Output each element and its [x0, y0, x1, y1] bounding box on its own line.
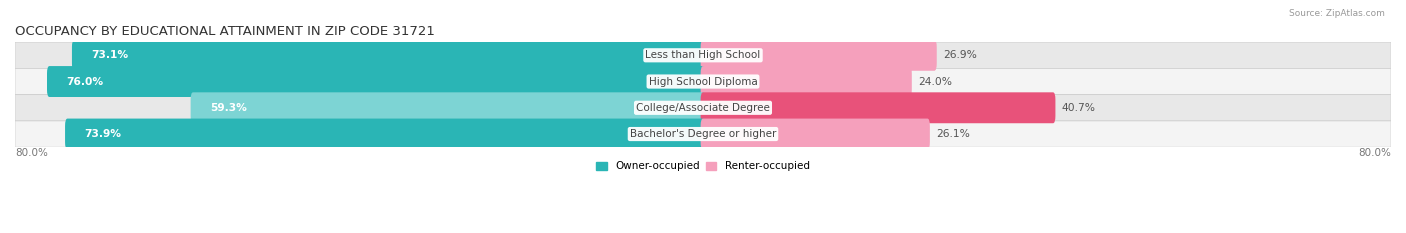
FancyBboxPatch shape: [15, 121, 1391, 147]
Text: 80.0%: 80.0%: [15, 148, 48, 158]
Text: 76.0%: 76.0%: [66, 76, 104, 86]
FancyBboxPatch shape: [700, 40, 936, 71]
Text: 80.0%: 80.0%: [1358, 148, 1391, 158]
Text: OCCUPANCY BY EDUCATIONAL ATTAINMENT IN ZIP CODE 31721: OCCUPANCY BY EDUCATIONAL ATTAINMENT IN Z…: [15, 25, 434, 38]
FancyBboxPatch shape: [191, 92, 706, 123]
Text: College/Associate Degree: College/Associate Degree: [636, 103, 770, 113]
Text: 24.0%: 24.0%: [918, 76, 952, 86]
Text: Source: ZipAtlas.com: Source: ZipAtlas.com: [1289, 9, 1385, 18]
FancyBboxPatch shape: [46, 66, 706, 97]
FancyBboxPatch shape: [700, 92, 1056, 123]
Text: 73.9%: 73.9%: [84, 129, 122, 139]
FancyBboxPatch shape: [72, 40, 706, 71]
FancyBboxPatch shape: [15, 42, 1391, 69]
Text: 26.9%: 26.9%: [943, 50, 977, 60]
Text: Less than High School: Less than High School: [645, 50, 761, 60]
Legend: Owner-occupied, Renter-occupied: Owner-occupied, Renter-occupied: [592, 157, 814, 175]
Text: 73.1%: 73.1%: [91, 50, 129, 60]
Text: High School Diploma: High School Diploma: [648, 76, 758, 86]
FancyBboxPatch shape: [15, 95, 1391, 121]
Text: 59.3%: 59.3%: [211, 103, 247, 113]
Text: 40.7%: 40.7%: [1062, 103, 1095, 113]
FancyBboxPatch shape: [700, 66, 912, 97]
Text: Bachelor's Degree or higher: Bachelor's Degree or higher: [630, 129, 776, 139]
FancyBboxPatch shape: [700, 119, 929, 150]
FancyBboxPatch shape: [15, 69, 1391, 95]
FancyBboxPatch shape: [65, 119, 706, 150]
Text: 26.1%: 26.1%: [936, 129, 970, 139]
